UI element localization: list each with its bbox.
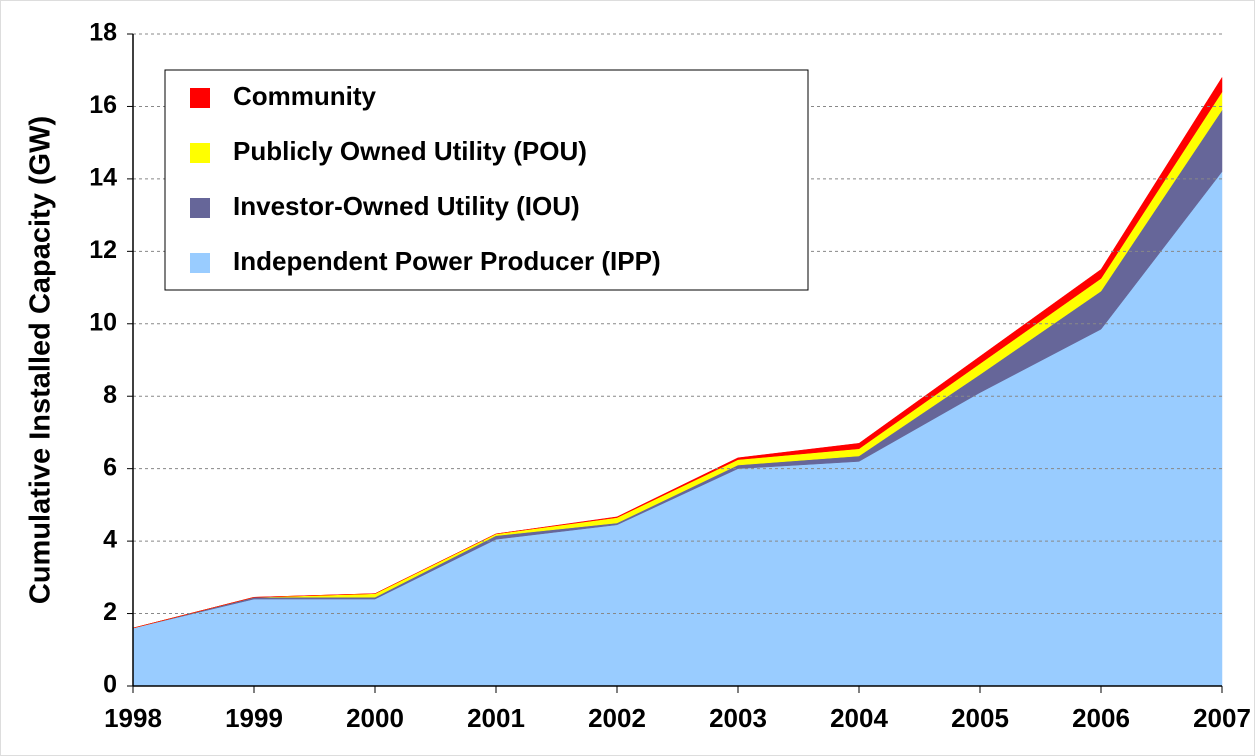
- y-tick-label: 6: [103, 453, 117, 481]
- legend-label: Community: [233, 81, 377, 111]
- legend-swatch: [190, 253, 210, 273]
- legend-label: Independent Power Producer (IPP): [233, 246, 661, 276]
- x-tick-label: 2002: [588, 703, 646, 733]
- y-tick-label: 10: [89, 308, 117, 336]
- y-tick-label: 4: [103, 526, 117, 554]
- y-axis-title: Cumulative Installed Capacity (GW): [25, 116, 57, 604]
- x-tick-label: 2004: [830, 703, 888, 733]
- x-tick-label: 1998: [104, 703, 162, 733]
- y-tick-label: 12: [89, 236, 117, 264]
- x-tick-label: 2001: [467, 703, 525, 733]
- legend-label: Investor-Owned Utility (IOU): [233, 191, 580, 221]
- x-tick-label: 2005: [951, 703, 1009, 733]
- x-tick-label: 2000: [346, 703, 404, 733]
- x-tick-label: 2003: [709, 703, 767, 733]
- y-tick-label: 0: [103, 671, 117, 699]
- legend-swatch: [190, 143, 210, 163]
- legend-label: Publicly Owned Utility (POU): [233, 136, 587, 166]
- legend-swatch: [190, 88, 210, 108]
- x-tick-label: 2007: [1193, 703, 1251, 733]
- area: [132, 76, 1223, 629]
- x-tick-label: 1999: [225, 703, 283, 733]
- x-tick-label: 2006: [1072, 703, 1130, 733]
- y-tick-label: 2: [103, 598, 117, 626]
- y-tick-label: 18: [89, 19, 117, 47]
- y-tick-label: 8: [103, 381, 117, 409]
- legend-swatch: [190, 198, 210, 218]
- legend-box: [164, 69, 809, 291]
- y-tick-label: 16: [89, 91, 117, 119]
- y-tick-label: 14: [89, 163, 117, 191]
